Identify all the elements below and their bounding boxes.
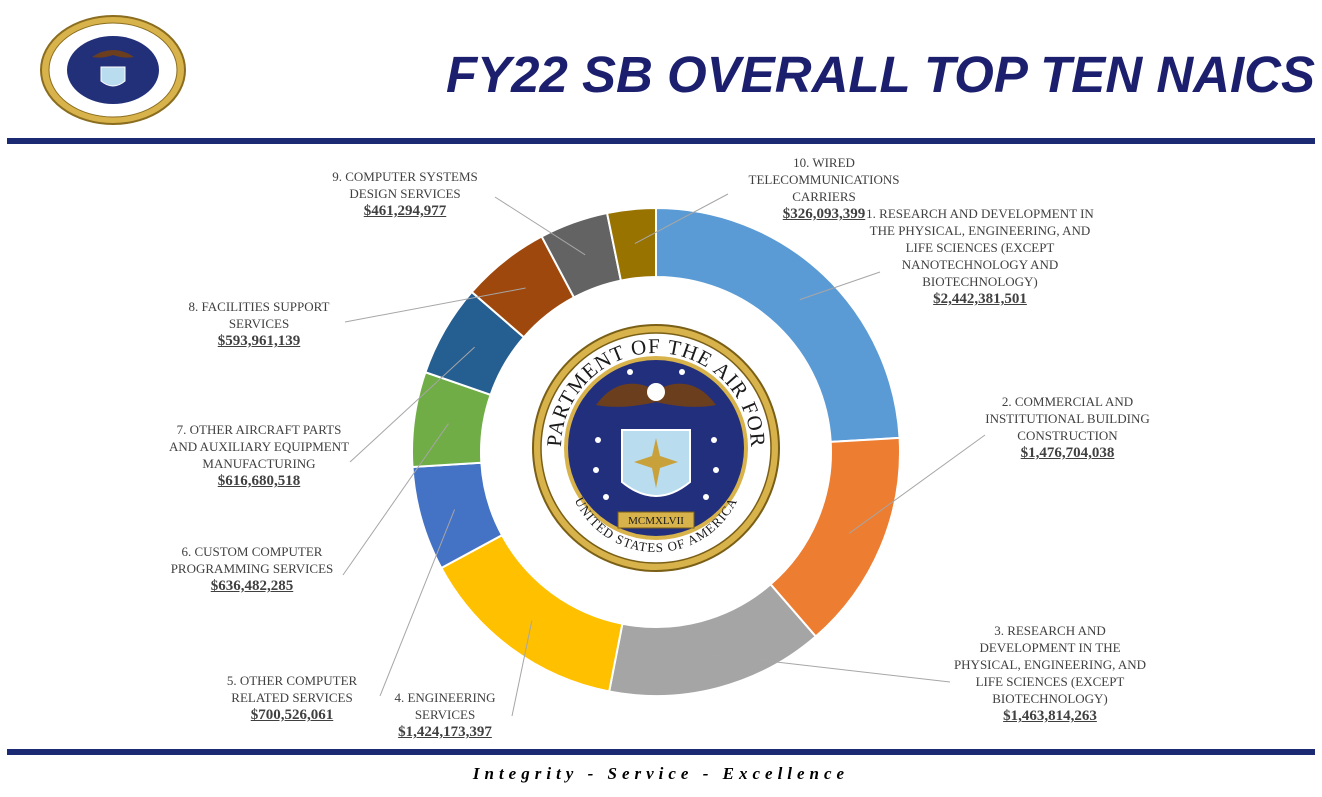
seal-year: MCMXLVII <box>628 515 684 527</box>
footer-divider <box>7 749 1315 755</box>
slice-3 <box>607 582 818 697</box>
slice-label-1-name: 1. RESEARCH AND DEVELOPMENT IN THE PHYSI… <box>866 206 1094 289</box>
leader-line-9 <box>494 196 586 256</box>
page-title: FY22 SB OVERALL TOP TEN NAICS <box>445 46 1315 103</box>
slice-label-9-name: 9. COMPUTER SYSTEMS DESIGN SERVICES <box>332 169 478 201</box>
slice-label-8-value: $593,961,139 <box>217 333 301 349</box>
slice-label-10-name: 10. WIRED TELECOMMUNICATIONS CARRIERS <box>748 155 900 204</box>
slice-label-2-name: 2. COMMERCIAL AND INSTITUTIONAL BUILDING… <box>985 394 1150 443</box>
leader-line-10 <box>634 193 729 245</box>
slice-label-6-name: 6. CUSTOM COMPUTER PROGRAMMING SERVICES <box>170 544 334 576</box>
leader-line-2 <box>848 434 986 534</box>
footer-motto: Integrity - Service - Excellence <box>472 764 850 783</box>
slice-label-3: 3. RESEARCH AND DEVELOPMENT IN THE PHYSI… <box>950 622 1150 726</box>
slice-4 <box>439 533 624 693</box>
leader-line-8 <box>344 287 526 323</box>
slice-label-7-name: 7. OTHER AIRCRAFT PARTS AND AUXILIARY EQ… <box>168 422 350 471</box>
slice-label-7-value: $616,680,518 <box>217 473 301 489</box>
slice-label-4-value: $1,424,173,397 <box>398 724 492 740</box>
slice-label-6: 6. CUSTOM COMPUTER PROGRAMMING SERVICES … <box>162 543 342 596</box>
slice-label-6-value: $636,482,285 <box>210 578 294 594</box>
slice-label-4-name: 4. ENGINEERING SERVICES <box>394 690 496 722</box>
slice-label-5-value: $700,526,061 <box>250 707 334 723</box>
leader-line-4 <box>511 620 533 717</box>
leader-line-7 <box>349 346 475 463</box>
leader-line-3 <box>709 653 951 683</box>
leader-line-5 <box>379 509 456 697</box>
slice-label-1: 1. RESEARCH AND DEVELOPMENT IN THE PHYSI… <box>860 205 1100 309</box>
slice-label-5-name: 5. OTHER COMPUTER RELATED SERVICES <box>226 673 358 705</box>
header-divider <box>7 138 1315 144</box>
slice-label-10-value: $326,093,399 <box>782 206 866 222</box>
leader-line-1 <box>799 271 881 301</box>
slice-label-8-name: 8. FACILITIES SUPPORT SERVICES <box>188 299 330 331</box>
air-force-seal-center: DEPARTMENT OF THE AIR FORCE UNITED STATE… <box>0 0 780 572</box>
slice-label-3-value: $1,463,814,263 <box>1003 708 1097 724</box>
slice-label-8: 8. FACILITIES SUPPORT SERVICES $593,961,… <box>168 298 350 351</box>
slice-label-5: 5. OTHER COMPUTER RELATED SERVICES $700,… <box>212 672 372 725</box>
slice-label-9-value: $461,294,977 <box>363 203 447 219</box>
slice-label-4: 4. ENGINEERING SERVICES $1,424,173,397 <box>380 689 510 742</box>
slice-label-9: 9. COMPUTER SYSTEMS DESIGN SERVICES $461… <box>310 168 500 221</box>
slice-label-2: 2. COMMERCIAL AND INSTITUTIONAL BUILDING… <box>985 393 1150 463</box>
slice-label-1-value: $2,442,381,501 <box>933 291 1027 307</box>
air-force-seal-small <box>40 15 186 125</box>
leader-line-6 <box>342 423 449 576</box>
slice-label-10: 10. WIRED TELECOMMUNICATIONS CARRIERS $3… <box>730 154 918 224</box>
slice-10 <box>605 206 657 282</box>
slice-label-3-name: 3. RESEARCH AND DEVELOPMENT IN THE PHYSI… <box>953 623 1147 706</box>
slice-label-7: 7. OTHER AIRCRAFT PARTS AND AUXILIARY EQ… <box>168 421 350 491</box>
slice-label-2-value: $1,476,704,038 <box>1020 445 1115 461</box>
